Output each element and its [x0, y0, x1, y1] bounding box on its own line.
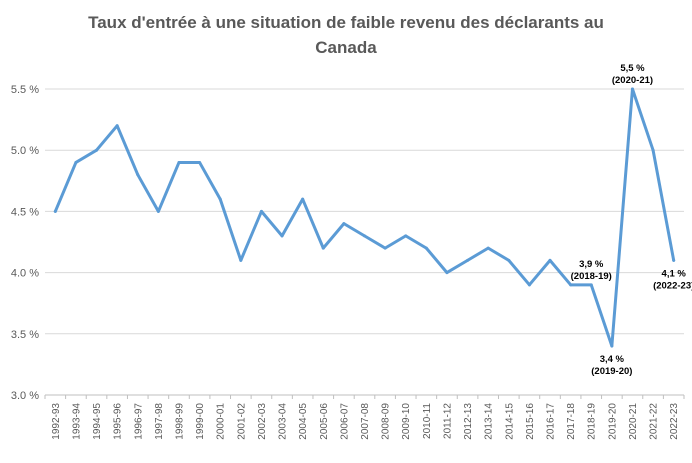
- data-label-value: 3,9 %: [579, 259, 604, 270]
- data-point: [239, 258, 243, 262]
- x-tick-label: 2020-21: [628, 403, 639, 440]
- x-tick-label: 2022-23: [669, 403, 680, 440]
- data-label-period: (2019-20): [591, 366, 632, 377]
- data-point: [342, 222, 346, 226]
- x-tick-label: 2019-20: [607, 403, 618, 440]
- data-label-period: (2022-23): [653, 280, 692, 291]
- data-point: [466, 258, 470, 262]
- x-tick-label: 2010-11: [422, 403, 433, 439]
- data-label-value: 3,4 %: [600, 354, 625, 365]
- data-point: [301, 197, 305, 201]
- data-point: [569, 283, 573, 287]
- x-tick-label: 1993-94: [71, 403, 82, 440]
- y-tick-label: 3.5 %: [11, 329, 39, 341]
- data-point: [507, 258, 511, 262]
- x-tick-label: 2007-08: [360, 403, 371, 440]
- x-tick-label: 1992-93: [51, 403, 62, 440]
- x-tick-label: 2002-03: [257, 403, 268, 440]
- x-tick-label: 2016-17: [546, 403, 557, 440]
- x-tick-label: 2005-06: [319, 403, 330, 440]
- x-tick-label: 2001-02: [236, 403, 247, 440]
- data-point: [321, 246, 325, 250]
- data-label-period: (2020-21): [612, 75, 653, 86]
- data-point: [630, 87, 634, 91]
- y-tick-label: 4.0 %: [11, 268, 39, 280]
- x-tick-label: 2008-09: [381, 403, 392, 440]
- data-point: [527, 283, 531, 287]
- data-point: [363, 234, 366, 238]
- x-tick-label: 2021-22: [649, 403, 660, 440]
- x-tick-label: 2018-19: [587, 403, 598, 440]
- data-point: [177, 160, 181, 164]
- x-tick-label: 2011-12: [442, 403, 453, 439]
- chart-title-line-2: Canada: [315, 38, 377, 57]
- y-tick-label: 4.5 %: [11, 206, 39, 218]
- data-point: [53, 209, 57, 213]
- y-tick-label: 5.5 %: [11, 84, 39, 96]
- x-tick-label: 1994-95: [92, 403, 103, 440]
- data-point: [383, 246, 387, 250]
- x-tick-label: 2009-10: [401, 403, 412, 440]
- x-tick-label: 2003-04: [278, 403, 289, 440]
- data-point: [115, 124, 119, 128]
- chart-title-line-1: Taux d'entrée à une situation de faible …: [88, 13, 604, 32]
- x-tick-label: 1996-97: [133, 403, 144, 440]
- data-point: [404, 234, 408, 238]
- x-tick-label: 2004-05: [298, 403, 309, 440]
- x-tick-label: 2014-15: [504, 403, 515, 440]
- y-tick-label: 5.0 %: [11, 145, 39, 157]
- data-point: [280, 234, 284, 238]
- x-tick-label: 1997-98: [154, 403, 165, 440]
- data-point: [259, 209, 263, 213]
- data-point: [74, 160, 78, 164]
- data-point: [486, 246, 490, 250]
- data-label-value: 4,1 %: [662, 268, 687, 279]
- data-point: [548, 258, 552, 262]
- data-label-period: (2018-19): [571, 271, 612, 282]
- x-tick-label: 1999-00: [195, 403, 206, 440]
- data-point: [95, 148, 99, 152]
- chart-title: Taux d'entrée à une situation de faible …: [0, 10, 692, 60]
- x-tick-label: 2006-07: [339, 403, 350, 440]
- data-point: [198, 160, 202, 164]
- data-point: [672, 258, 676, 262]
- x-tick-label: 2015-16: [525, 403, 536, 440]
- x-tick-label: 2012-13: [463, 403, 474, 440]
- x-tick-label: 2017-18: [566, 403, 577, 440]
- x-tick-label: 2000-01: [216, 403, 227, 440]
- data-point: [156, 209, 160, 213]
- y-tick-label: 3.0 %: [11, 390, 39, 402]
- data-point: [610, 344, 614, 348]
- series-line: [53, 87, 676, 348]
- data-point: [218, 197, 222, 201]
- data-point: [424, 246, 428, 250]
- data-point: [136, 173, 140, 177]
- data-point: [445, 271, 449, 275]
- data-label-value: 5,5 %: [620, 63, 645, 74]
- x-tick-label: 1995-96: [113, 403, 124, 440]
- data-point: [651, 148, 655, 152]
- data-point: [589, 283, 593, 287]
- x-tick-label: 1998-99: [174, 403, 185, 440]
- x-tick-label: 2013-14: [484, 403, 495, 440]
